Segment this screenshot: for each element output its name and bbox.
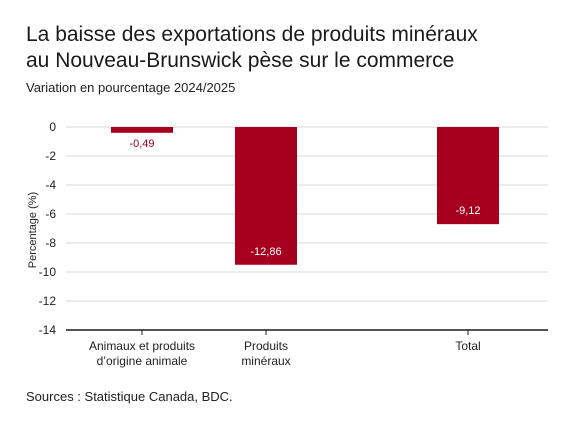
data-label: -9,12 [455, 205, 480, 217]
source-note: Sources : Statistique Canada, BDC. [26, 389, 233, 404]
y-tick-label: 0 [49, 120, 56, 134]
y-tick-label: -4 [45, 178, 56, 192]
y-tick-label: -14 [39, 323, 57, 337]
chart-subtitle: Variation en pourcentage 2024/2025 [26, 80, 236, 95]
chart-title-line2: au Nouveau-Brunswick pèse sur le commerc… [26, 49, 455, 72]
y-tick-label: -2 [45, 149, 56, 163]
x-tick-label: Produits minéraux [241, 339, 290, 368]
y-tick-label: -6 [45, 207, 56, 221]
y-tick-label: -10 [39, 265, 57, 279]
bar [437, 127, 499, 225]
y-tick-label: -12 [39, 294, 57, 308]
bar [235, 127, 297, 265]
data-label: -0,49 [129, 138, 154, 150]
bar [111, 127, 173, 133]
x-tick-label: Animaux et produits d’origine animale [89, 339, 195, 368]
chart-title-line1: La baisse des exportations de produits m… [26, 23, 478, 46]
y-axis-label: Percentage (%) [27, 192, 39, 268]
x-tick-label: Total [455, 339, 480, 353]
data-label: -12,86 [250, 246, 281, 258]
y-tick-label: -8 [45, 236, 56, 250]
chart-title: La baisse des exportations de produits m… [26, 22, 566, 74]
